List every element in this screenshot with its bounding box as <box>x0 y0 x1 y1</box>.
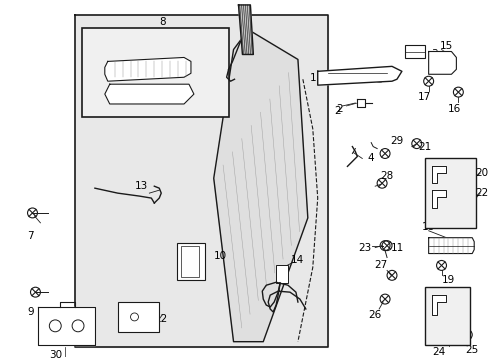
Polygon shape <box>431 166 446 183</box>
Bar <box>424 158 475 228</box>
Polygon shape <box>431 295 446 315</box>
Polygon shape <box>431 190 446 208</box>
Text: 13: 13 <box>135 181 148 191</box>
Text: 1: 1 <box>309 73 315 83</box>
Text: 5: 5 <box>207 62 214 72</box>
Bar <box>118 302 159 332</box>
Polygon shape <box>39 307 95 345</box>
Text: 17: 17 <box>417 92 430 102</box>
Text: 10: 10 <box>214 251 227 261</box>
Polygon shape <box>75 15 327 347</box>
Text: 21: 21 <box>417 141 430 152</box>
Polygon shape <box>213 30 307 342</box>
Text: 14: 14 <box>291 256 304 265</box>
Polygon shape <box>104 84 194 104</box>
Text: 12: 12 <box>154 314 167 324</box>
Text: 6: 6 <box>208 73 215 83</box>
Text: 9: 9 <box>27 307 34 317</box>
Text: 11: 11 <box>389 243 403 253</box>
Bar <box>177 243 204 280</box>
Text: 18: 18 <box>421 222 434 232</box>
Text: 27: 27 <box>374 260 387 270</box>
Text: 16: 16 <box>447 104 460 114</box>
Bar <box>82 28 228 117</box>
Bar <box>404 45 424 58</box>
Text: 8: 8 <box>159 17 165 27</box>
Text: 2: 2 <box>336 104 342 114</box>
Text: 30: 30 <box>49 350 61 360</box>
Bar <box>276 265 287 283</box>
Text: 22: 22 <box>474 188 488 198</box>
Text: 20: 20 <box>475 168 488 178</box>
Text: 4: 4 <box>367 153 374 163</box>
Text: 3: 3 <box>430 49 437 59</box>
Polygon shape <box>428 238 473 253</box>
Text: 24: 24 <box>431 347 444 357</box>
Text: 23: 23 <box>358 243 371 253</box>
Polygon shape <box>238 5 253 54</box>
Text: 26: 26 <box>368 310 381 320</box>
Text: 7: 7 <box>27 231 34 241</box>
Polygon shape <box>428 51 455 74</box>
Polygon shape <box>104 58 191 81</box>
Bar <box>424 287 469 345</box>
Bar <box>181 246 199 277</box>
Text: 1: 1 <box>375 75 382 85</box>
Text: 25: 25 <box>465 345 478 355</box>
Text: 15: 15 <box>439 41 452 50</box>
Text: 2: 2 <box>333 106 340 116</box>
Text: 19: 19 <box>441 275 454 285</box>
Text: 28: 28 <box>380 171 393 181</box>
Polygon shape <box>317 66 401 85</box>
Text: 29: 29 <box>389 136 403 146</box>
